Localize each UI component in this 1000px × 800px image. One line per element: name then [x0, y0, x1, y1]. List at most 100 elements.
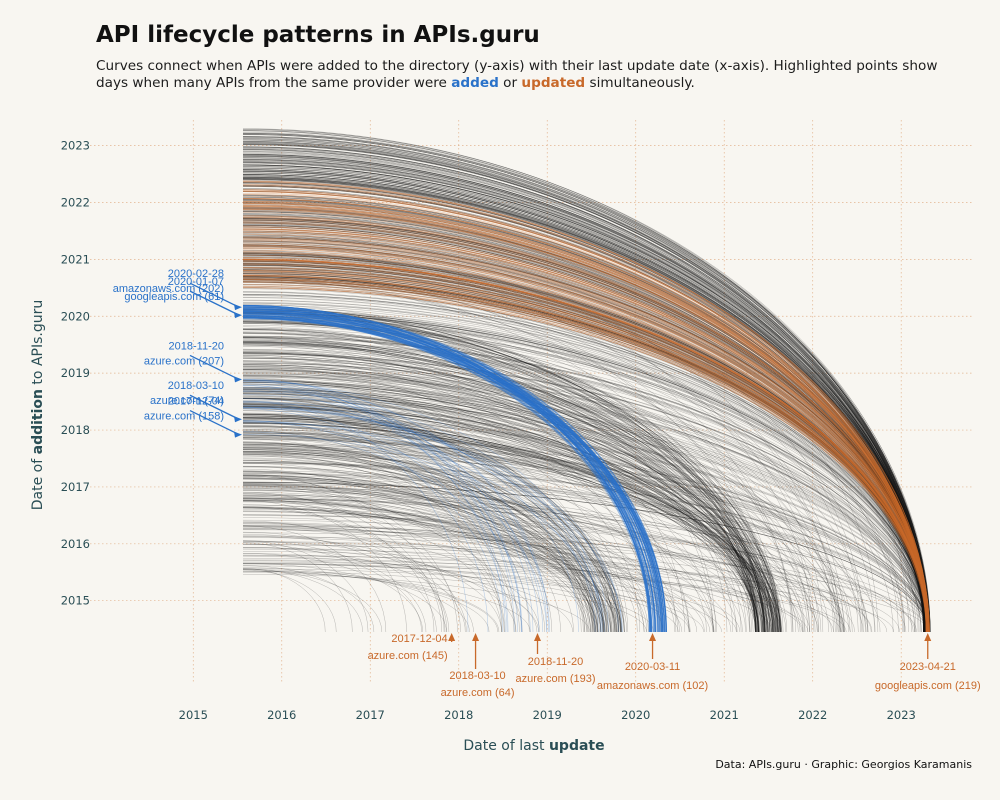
curve [242, 182, 927, 633]
curve [242, 547, 538, 633]
curve [242, 429, 929, 633]
curve [242, 264, 841, 633]
curve [242, 438, 503, 633]
curve [242, 320, 766, 633]
curve [242, 414, 762, 633]
added-curve [242, 420, 599, 633]
updated-curve [242, 221, 927, 633]
curve [242, 260, 924, 633]
curve [242, 336, 756, 633]
curve [242, 410, 778, 633]
curve [242, 279, 926, 633]
curve [242, 159, 929, 633]
y-tick-label: 2015 [61, 594, 90, 608]
updated-curve [242, 198, 927, 633]
curve [242, 352, 757, 633]
curve [242, 401, 764, 633]
curve [242, 420, 775, 633]
updated-curve [242, 268, 927, 633]
curve [242, 498, 832, 633]
curve [242, 153, 925, 633]
curve [242, 426, 756, 633]
curve [242, 276, 929, 633]
curve [242, 418, 782, 633]
updated-curve [242, 247, 929, 633]
curve [242, 248, 929, 633]
curve [242, 329, 764, 633]
curve [242, 531, 437, 633]
curve [242, 212, 926, 633]
updated-curve [242, 271, 928, 633]
curve [242, 189, 927, 633]
curve [242, 454, 561, 633]
curve [242, 182, 929, 633]
updated-curve [242, 189, 928, 633]
curve [242, 387, 851, 633]
updated-curve [242, 237, 928, 633]
curve [242, 452, 520, 633]
curve [242, 404, 772, 633]
curve [242, 294, 929, 633]
curve [242, 134, 928, 633]
curve [242, 500, 612, 633]
updated-annotation-provider: amazonaws.com (102) [597, 680, 708, 692]
curve [242, 447, 929, 633]
added-curve [242, 315, 662, 633]
curve [242, 176, 929, 633]
curve [242, 540, 427, 633]
curve [242, 496, 617, 633]
updated-curve [242, 208, 927, 633]
updated-annotation-arrowhead [472, 633, 480, 641]
curve [242, 398, 777, 633]
curve [242, 553, 539, 633]
updated-curve [242, 275, 929, 633]
curve [242, 140, 929, 633]
curve [242, 209, 929, 633]
updated-curve [242, 270, 929, 633]
added-curve [242, 308, 653, 633]
curve [242, 540, 369, 633]
curve [242, 314, 929, 633]
curve [242, 344, 929, 633]
chart-title: API lifecycle patterns in APIs.guru [96, 22, 540, 48]
curve [242, 447, 663, 633]
curve [242, 568, 363, 633]
added-curve [242, 400, 469, 633]
curve [242, 329, 782, 633]
added-annotation-arrowhead [234, 416, 242, 423]
updated-curve [242, 287, 927, 633]
curve [242, 201, 929, 633]
curve [242, 282, 919, 633]
x-tick-label: 2022 [798, 708, 827, 722]
curve [242, 274, 929, 633]
updated-curve [242, 235, 928, 633]
curve [242, 395, 756, 633]
added-curve [242, 406, 609, 633]
curve [242, 162, 930, 633]
curve [242, 438, 929, 633]
updated-curve [242, 279, 928, 633]
curve [242, 128, 925, 633]
curve [242, 308, 772, 633]
added-annotation-arrow [189, 354, 240, 380]
curve [242, 563, 679, 633]
curve [242, 323, 766, 633]
curve [242, 139, 925, 633]
curve [242, 475, 458, 633]
curve [242, 177, 929, 633]
updated-curve [242, 197, 930, 633]
curve [242, 154, 930, 633]
curve [242, 460, 649, 633]
updated-curve [242, 204, 928, 633]
curve [242, 237, 931, 633]
added-curve [242, 400, 544, 633]
updated-annotation-date: 2018-11-20 [528, 656, 583, 668]
curve [242, 234, 930, 633]
added-curve [242, 311, 664, 633]
curve [242, 447, 819, 633]
curve [242, 414, 774, 633]
curve [242, 138, 930, 633]
